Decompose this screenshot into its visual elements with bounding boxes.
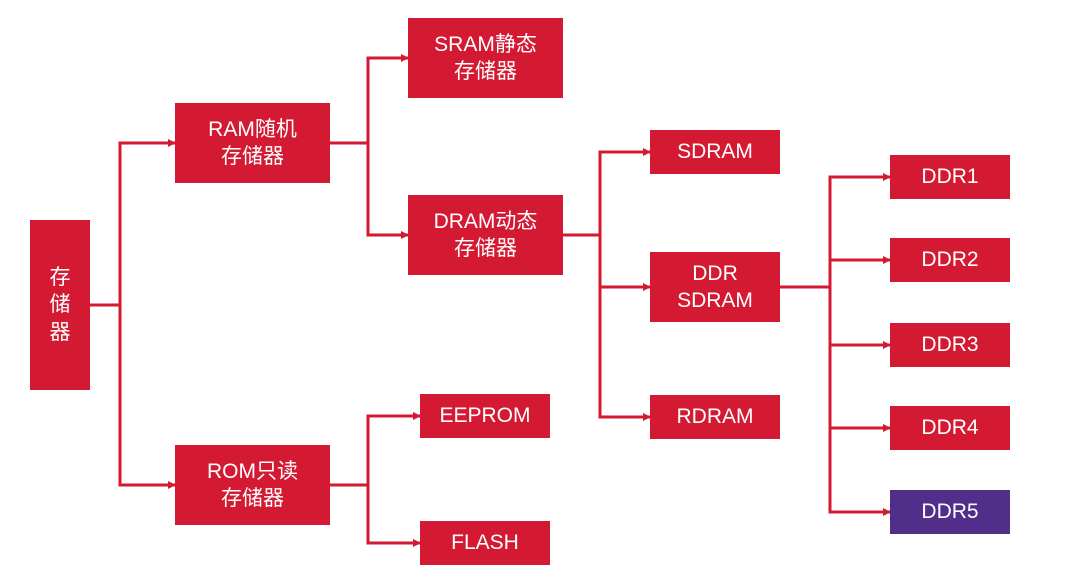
node-ram: RAM随机 存储器 xyxy=(175,103,330,183)
edge-ddrsdram-to-ddr2 xyxy=(780,260,890,287)
node-rdram: RDRAM xyxy=(650,395,780,439)
node-eeprom: EEPROM xyxy=(420,394,550,438)
edge-dram-to-rdram xyxy=(563,235,650,417)
edge-ram-to-dram xyxy=(330,143,408,235)
node-sram: SRAM静态 存储器 xyxy=(408,18,563,98)
node-rom: ROM只读 存储器 xyxy=(175,445,330,525)
edge-dram-to-ddrsdram xyxy=(563,235,650,287)
node-ddr3: DDR3 xyxy=(890,323,1010,367)
edge-root-to-rom xyxy=(90,305,175,485)
edge-ddrsdram-to-ddr1 xyxy=(780,177,890,287)
edge-ram-to-sram xyxy=(330,58,408,143)
node-root: 存 储 器 xyxy=(30,220,90,390)
node-dram: DRAM动态 存储器 xyxy=(408,195,563,275)
node-flash: FLASH xyxy=(420,521,550,565)
node-ddr2: DDR2 xyxy=(890,238,1010,282)
edge-root-to-ram xyxy=(90,143,175,305)
edge-rom-to-flash xyxy=(330,485,420,543)
node-ddr1: DDR1 xyxy=(890,155,1010,199)
edge-ddrsdram-to-ddr5 xyxy=(780,287,890,512)
node-sdram: SDRAM xyxy=(650,130,780,174)
node-ddrsdram: DDR SDRAM xyxy=(650,252,780,322)
edge-dram-to-sdram xyxy=(563,152,650,235)
edge-rom-to-eeprom xyxy=(330,416,420,485)
node-ddr4: DDR4 xyxy=(890,406,1010,450)
node-ddr5: DDR5 xyxy=(890,490,1010,534)
edge-ddrsdram-to-ddr3 xyxy=(780,287,890,345)
edge-ddrsdram-to-ddr4 xyxy=(780,287,890,428)
